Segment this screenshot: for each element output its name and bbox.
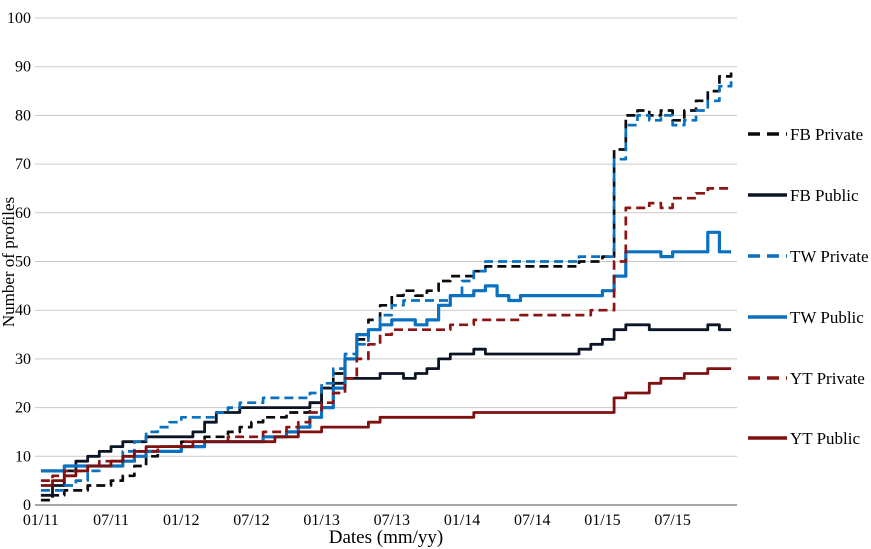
legend-item-tw-public: TW Public: [748, 308, 864, 327]
y-tick-label: 0: [23, 497, 31, 514]
legend-item-yt-public: YT Public: [748, 429, 861, 448]
chart-legend: FB Private FB Public TW Private TW Public YT…: [748, 125, 869, 448]
y-tick-label: 90: [15, 59, 31, 76]
x-tick-label: 07/11: [93, 512, 129, 529]
y-tick-label: 50: [15, 254, 31, 271]
y-axis-title: Number of profiles: [0, 197, 18, 327]
x-tick-label: 01/11: [23, 512, 59, 529]
series-line-fb-public: [40, 323, 732, 497]
legend-item-tw-private: TW Private: [748, 247, 869, 266]
legend-item-yt-private: YT Private: [748, 369, 865, 388]
legend-label: FB Public: [790, 186, 859, 205]
y-tick-label: 30: [15, 351, 31, 368]
x-tick-label: 07/12: [233, 512, 269, 529]
y-tick-label: 20: [15, 400, 31, 417]
series-line-tw-private: [40, 81, 733, 492]
x-tick-label: 01/14: [444, 512, 480, 529]
legend-item-fb-private: FB Private: [748, 125, 863, 144]
x-axis-title: Dates (mm/yy): [329, 527, 444, 548]
series-line-fb-private: [40, 71, 733, 502]
x-tick-label: 01/13: [303, 512, 339, 529]
series-line-yt-private: [40, 187, 732, 482]
legend-label: YT Public: [790, 429, 861, 448]
legend-label: TW Public: [790, 308, 864, 327]
y-tick-label: 10: [15, 448, 31, 465]
x-tick-label: 01/12: [163, 512, 199, 529]
series-line-tw-public: [40, 230, 732, 473]
x-tick-label: 07/15: [654, 512, 690, 529]
y-tick-labels-group: 0 10 20 30 40 50 60 70 80 90 100: [7, 10, 31, 514]
x-tick-label: 07/14: [514, 512, 550, 529]
gridlines-group: [35, 17, 737, 506]
series-lines-group: [40, 71, 733, 502]
series-line-yt-public: [40, 367, 732, 487]
legend-item-fb-public: FB Public: [748, 186, 859, 205]
x-tick-labels-group: 01/11 07/11 01/12 07/12 01/13 07/13 01/14 07/14…: [23, 512, 691, 529]
x-tick-label: 01/15: [584, 512, 620, 529]
legend-label: TW Private: [790, 247, 869, 266]
y-tick-label: 80: [15, 107, 31, 124]
y-tick-label: 70: [15, 156, 31, 173]
y-tick-label: 100: [7, 10, 31, 27]
legend-label: FB Private: [790, 125, 863, 144]
y-tick-label: 60: [15, 205, 31, 222]
x-tick-label: 07/13: [374, 512, 410, 529]
legend-label: YT Private: [790, 369, 865, 388]
y-tick-label: 40: [15, 302, 31, 319]
